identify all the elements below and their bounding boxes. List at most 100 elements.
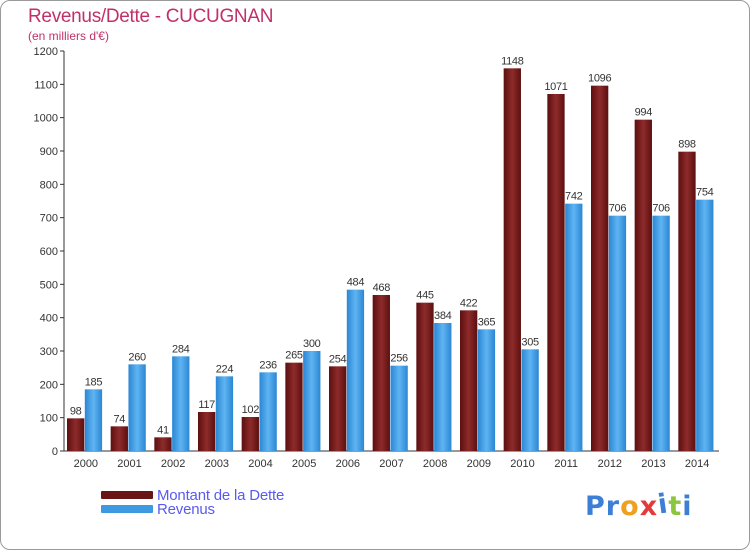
logo-letter: P bbox=[585, 491, 606, 522]
data-label-debt: 74 bbox=[113, 413, 125, 425]
x-tick-label: 2006 bbox=[336, 458, 360, 470]
bar-revenue bbox=[477, 329, 496, 451]
bar-revenue bbox=[652, 215, 670, 451]
x-tick-label: 2007 bbox=[379, 458, 403, 470]
y-tick-label: 300 bbox=[40, 346, 58, 358]
data-label-debt: 1071 bbox=[544, 81, 567, 93]
data-label-debt: 898 bbox=[678, 139, 696, 151]
bar-debt bbox=[503, 68, 521, 451]
x-tick-label: 2013 bbox=[641, 458, 665, 470]
bar-revenue bbox=[215, 376, 234, 451]
data-label-debt: 445 bbox=[416, 290, 434, 302]
y-tick-label: 700 bbox=[40, 213, 58, 225]
chart-subtitle: (en milliers d'€) bbox=[28, 29, 109, 43]
x-tick-label: 2005 bbox=[292, 458, 316, 470]
legend-label-debt: Montant de la Dette bbox=[157, 486, 285, 504]
y-tick-label: 1000 bbox=[34, 113, 58, 125]
logo-letter: t bbox=[668, 491, 683, 522]
bar-debt bbox=[372, 295, 390, 451]
data-label-debt: 41 bbox=[157, 424, 169, 436]
y-tick-label: 600 bbox=[40, 246, 58, 258]
data-label-revenue: 260 bbox=[128, 351, 146, 363]
bar-revenue bbox=[608, 215, 627, 451]
logo-letter: r bbox=[605, 491, 621, 522]
x-tick-label: 2002 bbox=[161, 458, 185, 470]
logo-letter: o bbox=[620, 491, 640, 522]
y-tick-label: 500 bbox=[40, 279, 58, 291]
bar-revenue bbox=[84, 389, 103, 451]
data-label-revenue: 706 bbox=[652, 203, 670, 215]
y-tick-label: 100 bbox=[40, 413, 58, 425]
legend-item-revenue: Revenus bbox=[101, 500, 215, 518]
bar-debt bbox=[416, 302, 434, 451]
y-tick-label: 900 bbox=[40, 146, 58, 158]
x-tick-label: 2011 bbox=[554, 458, 578, 470]
x-tick-label: 2009 bbox=[467, 458, 491, 470]
data-label-revenue: 484 bbox=[347, 277, 365, 289]
bar-debt bbox=[110, 426, 128, 451]
bar-revenue bbox=[696, 199, 714, 451]
bar-debt bbox=[547, 94, 565, 451]
x-tick-label: 2004 bbox=[248, 458, 272, 470]
bar-revenue bbox=[259, 372, 277, 451]
bar-revenue bbox=[172, 356, 190, 451]
data-label-debt: 117 bbox=[198, 399, 215, 411]
bar-debt bbox=[198, 412, 216, 451]
x-tick-label: 2000 bbox=[74, 458, 98, 470]
proxiti-logo: Proxiti bbox=[585, 488, 693, 522]
data-label-revenue: 706 bbox=[609, 203, 627, 215]
chart-title: Revenus/Dette - CUCUGNAN bbox=[28, 6, 274, 27]
y-tick-label: 400 bbox=[40, 313, 58, 325]
x-tick-label: 2001 bbox=[117, 458, 141, 470]
bar-revenue bbox=[128, 364, 146, 451]
data-label-revenue: 365 bbox=[478, 316, 496, 328]
data-label-revenue: 185 bbox=[85, 376, 103, 388]
data-label-revenue: 224 bbox=[216, 363, 234, 375]
data-label-revenue: 300 bbox=[303, 338, 321, 350]
bar-revenue bbox=[565, 203, 583, 451]
x-tick-label: 2012 bbox=[598, 458, 622, 470]
y-tick-label: 200 bbox=[40, 379, 58, 391]
data-label-debt: 422 bbox=[460, 297, 478, 309]
data-label-debt: 1148 bbox=[501, 55, 524, 67]
data-label-revenue: 754 bbox=[696, 187, 714, 199]
y-tick-label: 0 bbox=[52, 446, 58, 458]
bar-debt bbox=[678, 151, 696, 451]
legend-label-revenue: Revenus bbox=[157, 500, 215, 518]
x-tick-label: 2014 bbox=[685, 458, 709, 470]
x-tick-label: 2008 bbox=[423, 458, 447, 470]
bar-revenue bbox=[434, 323, 452, 451]
bar-debt bbox=[591, 85, 609, 452]
data-label-revenue: 236 bbox=[259, 359, 277, 371]
data-label-revenue: 256 bbox=[390, 353, 408, 365]
data-label-revenue: 384 bbox=[434, 310, 452, 322]
legend-swatch-debt bbox=[101, 491, 153, 499]
data-label-debt: 468 bbox=[373, 282, 391, 294]
x-tick-label: 2010 bbox=[510, 458, 534, 470]
bar-revenue bbox=[303, 351, 321, 451]
y-tick-label: 1100 bbox=[34, 79, 58, 91]
bar-revenue bbox=[521, 349, 539, 451]
logo-letter: i bbox=[682, 491, 693, 522]
data-label-revenue: 284 bbox=[172, 343, 190, 355]
bar-debt bbox=[241, 417, 259, 451]
bar-debt bbox=[329, 366, 347, 451]
bar-debt bbox=[154, 437, 172, 451]
bar-revenue bbox=[346, 289, 365, 451]
data-label-debt: 102 bbox=[242, 404, 260, 416]
data-label-debt: 98 bbox=[70, 405, 82, 417]
y-tick-label: 800 bbox=[40, 179, 58, 191]
data-label-revenue: 742 bbox=[565, 191, 583, 203]
data-label-debt: 1096 bbox=[588, 73, 611, 85]
x-tick-label: 2003 bbox=[205, 458, 229, 470]
data-label-debt: 994 bbox=[635, 107, 653, 119]
bar-debt bbox=[67, 418, 85, 451]
y-tick-label: 1200 bbox=[34, 46, 58, 58]
legend-item-debt: Montant de la Dette bbox=[101, 486, 285, 504]
bar-debt bbox=[285, 362, 303, 451]
data-label-revenue: 305 bbox=[521, 336, 539, 348]
legend-swatch-revenue bbox=[101, 505, 153, 513]
logo-letter: x bbox=[639, 491, 659, 522]
